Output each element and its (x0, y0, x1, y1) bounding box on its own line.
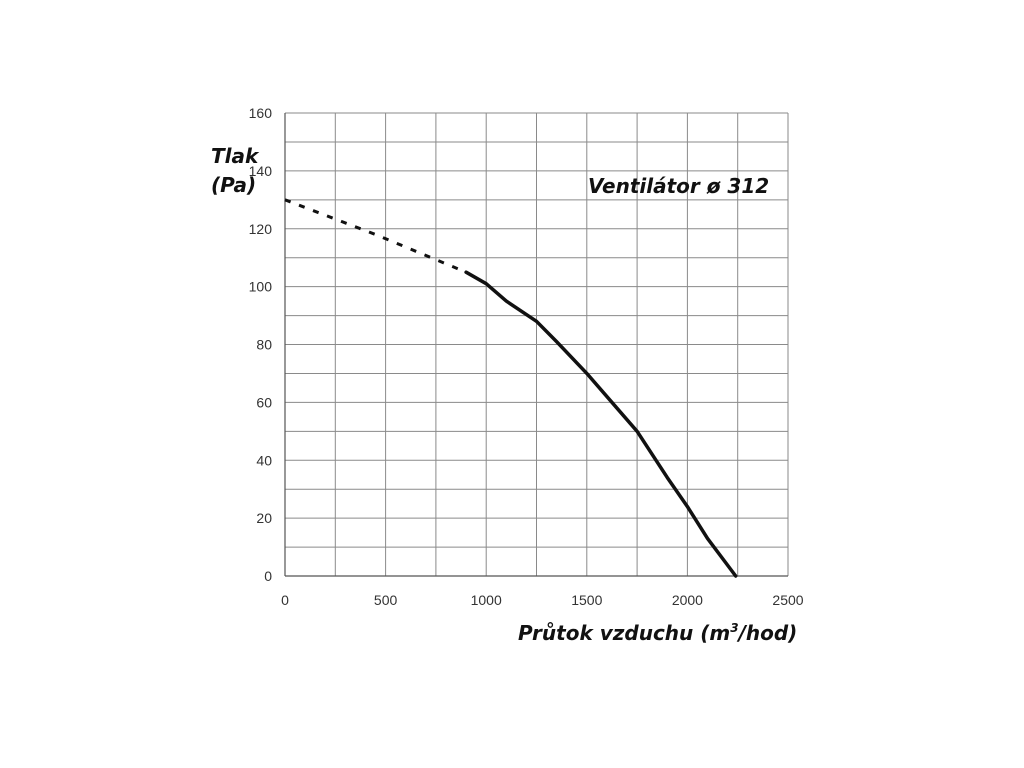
y-tick-label: 140 (249, 163, 273, 179)
x-tick-label: 500 (374, 592, 398, 608)
y-tick-label: 100 (249, 279, 273, 295)
x-tick-label: 1000 (471, 592, 502, 608)
x-axis-label-sup: 3 (730, 621, 738, 635)
y-tick-label: 40 (256, 452, 272, 468)
series-line-dashed (284, 198, 467, 274)
y-axis-label-line2: (Pa) (211, 173, 256, 197)
y-axis-label-line1: Tlak (211, 144, 260, 168)
y-tick-label: 80 (256, 337, 272, 353)
y-tick-label: 160 (249, 105, 273, 121)
chart-annotation: Ventilátor ø 312 (588, 174, 769, 198)
x-axis-label: Průtok vzduchu (m3/hod) (518, 621, 797, 645)
data-series (284, 198, 738, 578)
x-tick-label: 2500 (772, 592, 803, 608)
y-tick-label: 120 (249, 221, 273, 237)
x-axis-label-end: /hod) (737, 621, 798, 645)
x-tick-label: 0 (281, 592, 289, 608)
y-tick-label: 20 (256, 510, 272, 526)
x-tick-label: 1500 (571, 592, 602, 608)
x-axis-label-main: Průtok vzduchu (m (518, 621, 730, 645)
series-line-solid (464, 270, 738, 578)
axes (284, 113, 788, 577)
y-tick-label: 60 (256, 394, 272, 410)
x-tick-label: 2000 (672, 592, 703, 608)
y-tick-label: 0 (264, 568, 272, 584)
tick-labels: 0 500 1000 1500 2000 2500 0 20 40 60 80 100 120 140 16… (249, 105, 804, 608)
